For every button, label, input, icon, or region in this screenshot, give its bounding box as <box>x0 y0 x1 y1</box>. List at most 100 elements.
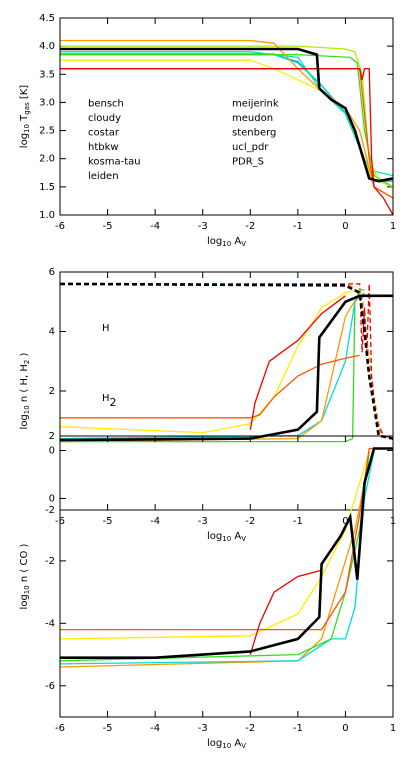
label-part: T <box>19 114 30 124</box>
subscript: 10 <box>23 124 31 133</box>
subscript: 2 <box>23 360 31 364</box>
label-part: log <box>19 594 30 609</box>
x-axis-label: log10 AV <box>207 531 246 543</box>
label-part: log <box>207 236 222 247</box>
line <box>60 447 393 659</box>
legend-entry: cloudy <box>88 113 121 124</box>
y-tick-label: 2 <box>49 431 55 442</box>
line <box>60 294 393 442</box>
label-part: [K] <box>19 85 30 103</box>
x-tick-label: -4 <box>150 516 160 527</box>
y-tick-label: 4.0 <box>39 41 55 52</box>
x-tick-label: -3 <box>198 723 208 734</box>
subscript: 10 <box>23 585 31 594</box>
annotation: H2 <box>102 393 117 409</box>
y-tick-label: 1.5 <box>39 182 55 193</box>
x-tick-label: -3 <box>198 221 208 232</box>
y-tick-label: 0 <box>49 446 55 457</box>
y-axis-label: log10 n ( CO ) <box>19 543 31 609</box>
label-part: log <box>19 133 30 148</box>
legend-entry: kosma-tau <box>88 157 141 168</box>
x-tick-label: -5 <box>103 221 113 232</box>
x-axis-label: log10 AV <box>207 236 246 248</box>
y-tick-label: 3.5 <box>39 69 55 80</box>
label-part: n ( CO ) <box>19 543 30 585</box>
label-part: A <box>231 531 241 542</box>
x-tick-label: -4 <box>150 221 160 232</box>
subscript: 10 <box>23 405 31 414</box>
legend-entry: meijerink <box>232 99 279 110</box>
x-tick-label: -1 <box>293 221 303 232</box>
subscript: 10 <box>222 535 231 543</box>
y-tick-label: -2 <box>45 556 55 567</box>
y-tick-label: -2 <box>45 505 55 516</box>
y-tick-label: 2.0 <box>39 154 55 165</box>
line <box>60 53 393 188</box>
legend-entry: bensch <box>88 99 124 110</box>
y-tick-label: 6 <box>49 267 55 278</box>
label-part: log <box>207 738 222 749</box>
y-tick-label: 3.0 <box>39 97 55 108</box>
line <box>60 289 360 434</box>
line <box>60 354 360 419</box>
subscript: 10 <box>222 240 231 248</box>
subscript: V <box>241 742 246 750</box>
subscript: gas <box>23 102 31 115</box>
subscript: V <box>241 535 246 543</box>
line <box>60 283 393 440</box>
line <box>60 45 393 188</box>
x-tick-label: -1 <box>293 723 303 734</box>
y-tick-label: -4 <box>45 618 55 629</box>
y-tick-label: 1.0 <box>39 210 55 221</box>
y-tick-label: 4 <box>49 327 55 338</box>
x-tick-label: 0 <box>342 516 348 527</box>
y-tick-label: 4.5 <box>39 13 55 24</box>
legend-entry: htbkw <box>88 142 119 153</box>
lines <box>60 39 393 215</box>
line <box>60 447 393 668</box>
legend-entry: leiden <box>88 171 119 182</box>
legend-entry: meudon <box>232 113 273 124</box>
x-tick-label: -4 <box>150 723 160 734</box>
y-axis-label: log10 Tgas [K] <box>19 85 31 148</box>
line <box>60 47 393 183</box>
line <box>60 451 370 640</box>
x-tick-label: -3 <box>198 516 208 527</box>
y-tick-label: 0 <box>49 493 55 504</box>
label-part: A <box>231 738 241 749</box>
x-tick-label: 1 <box>390 221 396 232</box>
y-tick-label: 2.5 <box>39 126 55 137</box>
y-tick-label: 2 <box>49 386 55 397</box>
x-tick-label: -2 <box>245 221 255 232</box>
x-tick-label: -2 <box>245 516 255 527</box>
plot-frame <box>59 271 394 511</box>
legend-entry: PDR_S <box>232 157 264 168</box>
plot-frame <box>59 17 394 216</box>
line <box>249 569 322 655</box>
line <box>60 282 393 440</box>
label-part: ) <box>19 352 30 359</box>
label-part: H <box>102 323 110 334</box>
x-axis-label: log10 AV <box>207 738 246 750</box>
y-axis-label: log10 n ( H, H2 ) <box>19 352 31 429</box>
line <box>249 295 346 430</box>
lines <box>60 447 393 668</box>
x-tick-label: -6 <box>55 723 65 734</box>
label-part: log <box>19 414 30 429</box>
x-tick-label: -5 <box>103 516 113 527</box>
legend-entry: stenberg <box>232 128 276 139</box>
label-part: log <box>207 531 222 542</box>
x-tick-label: 1 <box>390 723 396 734</box>
legend-entry: ucl_pdr <box>232 142 269 153</box>
lines <box>60 282 393 443</box>
annotation: H <box>102 323 110 334</box>
legend-entry: costar <box>88 128 120 139</box>
x-tick-label: -5 <box>103 723 113 734</box>
x-tick-label: -6 <box>55 221 65 232</box>
x-tick-label: 0 <box>342 723 348 734</box>
label-part: H <box>102 393 110 404</box>
subscript: V <box>241 240 246 248</box>
